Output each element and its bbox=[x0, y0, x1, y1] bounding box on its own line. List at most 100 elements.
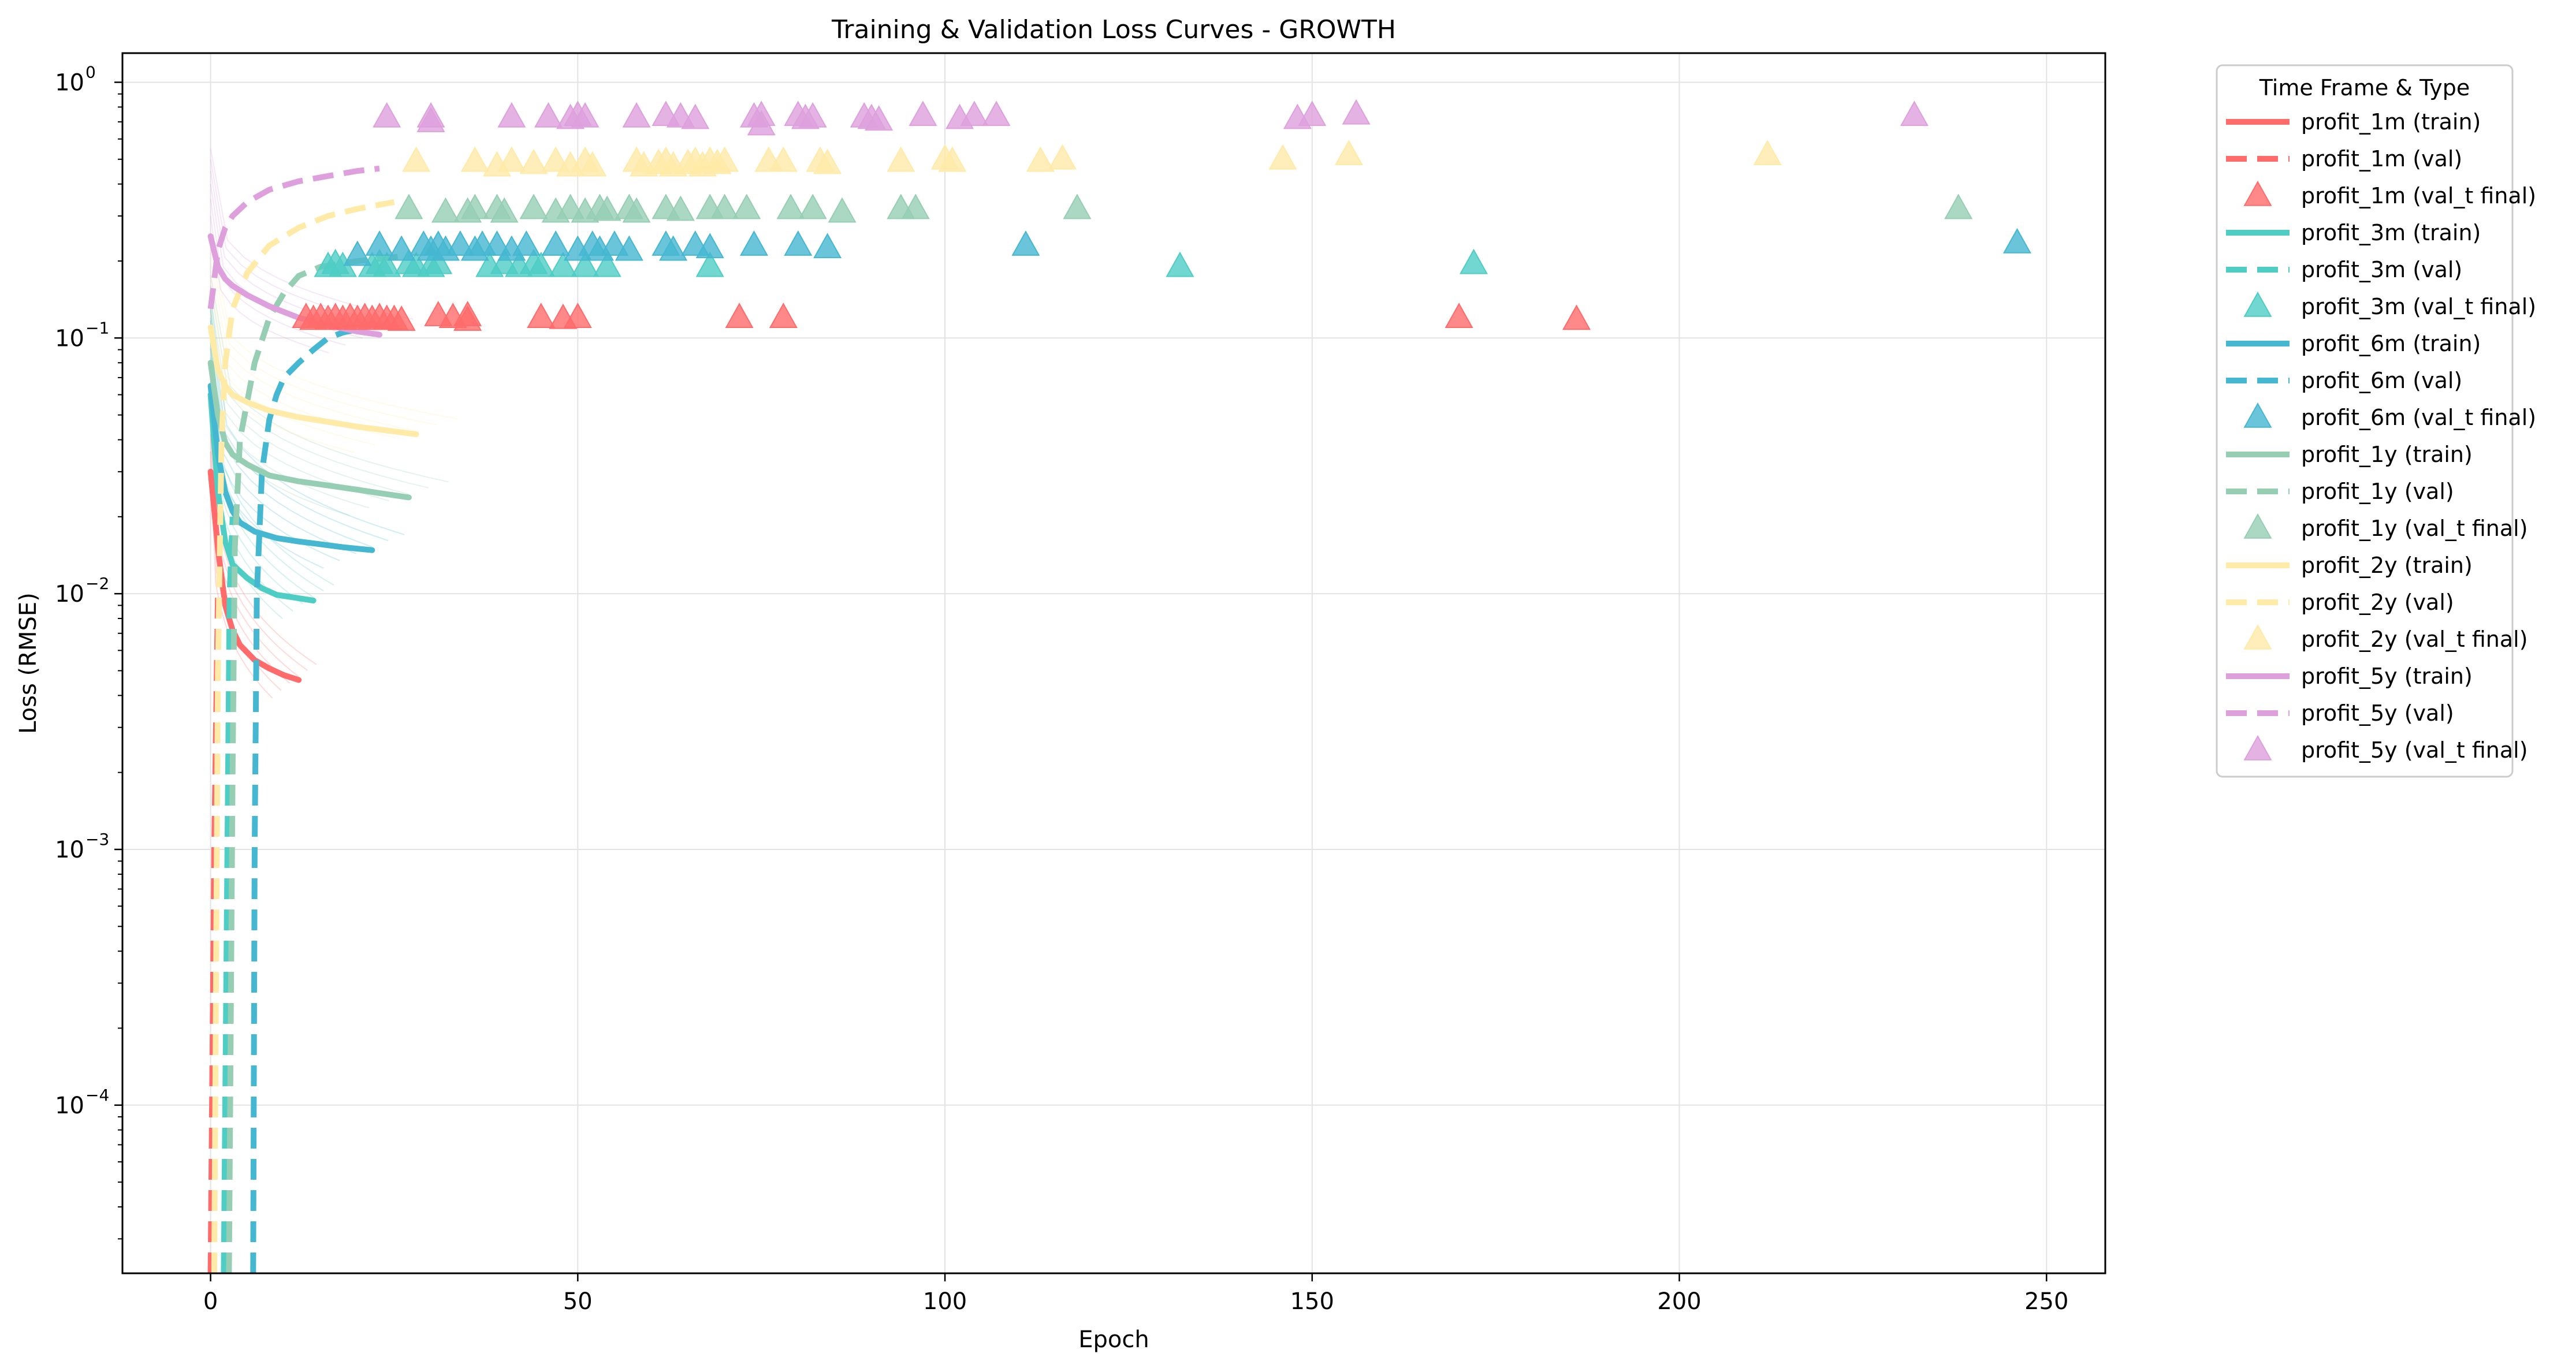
val-final-marker-profit_1m bbox=[527, 303, 556, 329]
trial-trace-profit_2y bbox=[210, 250, 437, 426]
legend-swatch-marker bbox=[2243, 180, 2272, 206]
val-final-marker-profit_6m bbox=[541, 230, 570, 256]
legend: Time Frame & Type profit_1m (train) profit… bbox=[2216, 64, 2536, 778]
val-final-marker-profit_5y bbox=[747, 110, 776, 136]
val-final-marker-profit_6m bbox=[2002, 228, 2031, 254]
legend-entry-label: profit_2y (val) bbox=[2301, 590, 2454, 615]
val-final-marker-profit_3m bbox=[593, 251, 621, 277]
val-final-marker-profit_3m bbox=[549, 251, 578, 277]
val-final-marker-profit_6m bbox=[1011, 230, 1040, 256]
val-final-marker-profit_5y bbox=[1298, 100, 1327, 126]
y-tick-exponent: −1 bbox=[85, 318, 109, 337]
y-tick-exponent: −2 bbox=[85, 574, 109, 593]
val-final-marker-profit_2y bbox=[813, 148, 842, 174]
val-final-marker-profit_5y bbox=[1342, 99, 1371, 125]
val-final-marker-profit_1y bbox=[622, 197, 651, 223]
val-final-marker-profit_5y bbox=[497, 102, 526, 128]
trial-trace-profit_1y bbox=[210, 275, 449, 483]
val-final-marker-profit_1y bbox=[710, 193, 739, 219]
y-tick-label: 10 bbox=[55, 1093, 84, 1119]
val-final-marker-profit_3m bbox=[571, 251, 600, 277]
trial-trace-profit_6m bbox=[210, 348, 340, 561]
legend-entry-label: profit_1y (train) bbox=[2301, 442, 2473, 467]
val-final-marker-profit_6m bbox=[482, 230, 511, 256]
val-final-marker-profit_1y bbox=[460, 193, 489, 219]
val-final-marker-profit_5y bbox=[416, 107, 445, 132]
val-final-marker-profit_1y bbox=[519, 193, 548, 219]
val-final-marker-profit_5y bbox=[909, 100, 937, 126]
legend-entry-label: profit_3m (val_t final) bbox=[2301, 294, 2536, 319]
trial-trace-profit_3m bbox=[210, 307, 334, 586]
val-final-marker-profit_5y bbox=[982, 100, 1011, 126]
val-final-marker-profit_1m bbox=[769, 303, 798, 329]
val-final-marker-profit_2y bbox=[1026, 146, 1055, 172]
legend-entry-label: profit_6m (val_t final) bbox=[2301, 405, 2536, 430]
y-tick-label: 10 bbox=[55, 581, 84, 607]
val-final-marker-profit_2y bbox=[938, 146, 967, 172]
grid bbox=[122, 53, 2105, 1273]
val-line-profit_5y bbox=[207, 165, 380, 310]
val-final-marker-profit_1y bbox=[490, 197, 519, 223]
trial-trace-profit_1m bbox=[210, 384, 317, 665]
legend-entry-label: profit_1m (train) bbox=[2301, 109, 2481, 135]
val-final-marker-profit_2y bbox=[710, 146, 739, 172]
val-final-marker-profit_1m bbox=[563, 303, 592, 329]
val-final-marker-profit_2y bbox=[497, 146, 526, 172]
legend-swatch-marker bbox=[2243, 402, 2272, 428]
val-final-marker-profit_1y bbox=[776, 193, 805, 219]
legend-entry-label: profit_5y (val) bbox=[2301, 700, 2454, 726]
y-axis-label: Loss (RMSE) bbox=[15, 592, 42, 734]
val-final-marker-profit_1y bbox=[593, 195, 621, 221]
chart-title: Training & Validation Loss Curves - GROW… bbox=[831, 15, 1396, 44]
val-final-marker-profit_2y bbox=[1268, 144, 1297, 170]
legend-entry-label: profit_3m (val) bbox=[2301, 257, 2462, 282]
val-final-marker-profit_3m bbox=[1460, 248, 1488, 274]
val-line-profit_2y bbox=[211, 199, 395, 1273]
val-final-marker-profit_2y bbox=[578, 151, 607, 177]
trial-trace-profit_2y bbox=[210, 307, 355, 453]
val-final-marker-profit_6m bbox=[446, 230, 475, 256]
val-final-marker-profit_3m bbox=[527, 251, 556, 277]
trial-trace-profit_3m bbox=[210, 342, 304, 605]
legend-swatch-marker bbox=[2243, 291, 2272, 317]
y-tick-label: 10 bbox=[55, 837, 84, 863]
legend-entry-label: profit_6m (train) bbox=[2301, 331, 2481, 356]
val-final-marker-profit_1y bbox=[828, 197, 857, 223]
val-final-marker-profit_1m bbox=[387, 305, 416, 331]
legend-box bbox=[2216, 64, 2514, 778]
x-axis-label: Epoch bbox=[1078, 1326, 1149, 1353]
val-final-marker-profit_6m bbox=[784, 230, 813, 256]
y-tick-label: 10 bbox=[55, 69, 84, 96]
val-final-marker-profit_5y bbox=[571, 102, 600, 128]
trial-trace-profit_1m bbox=[210, 394, 308, 671]
val-final-marker-profit_6m bbox=[365, 230, 394, 256]
trial-trace-profit_6m bbox=[210, 320, 373, 547]
val-final-marker-profit_6m bbox=[659, 235, 688, 261]
val-final-marker-profit_5y bbox=[798, 102, 827, 128]
val-final-marker-profit_1y bbox=[666, 195, 695, 221]
val-final-marker-profit_2y bbox=[1048, 144, 1077, 170]
val-final-marker-profit_2y bbox=[1753, 140, 1782, 166]
val-final-marker-profit_2y bbox=[460, 146, 489, 172]
legend-swatch-marker bbox=[2243, 513, 2272, 539]
val-final-marker-profit_1y bbox=[732, 193, 761, 219]
val-final-marker-profit_6m bbox=[343, 240, 372, 266]
x-tick-label: 150 bbox=[1290, 1288, 1334, 1315]
y-tick-exponent: 0 bbox=[85, 62, 96, 81]
y-tick-exponent: −3 bbox=[85, 830, 109, 849]
legend-entry-label: profit_1y (val_t final) bbox=[2301, 516, 2528, 541]
x-tick-label: 200 bbox=[1657, 1288, 1701, 1315]
y-tick-exponent: −4 bbox=[85, 1086, 109, 1105]
trial-trace-profit_2y bbox=[210, 262, 416, 432]
legend-entry-label: profit_6m (val) bbox=[2301, 368, 2462, 393]
val-final-marker-profit_6m bbox=[739, 230, 768, 256]
val-final-marker-profit_5y bbox=[681, 103, 710, 129]
val-final-marker-profit_1y bbox=[798, 193, 827, 219]
legend-entry-label: profit_1m (val) bbox=[2301, 146, 2462, 172]
val-final-marker-profit_1m bbox=[1445, 303, 1473, 329]
y-tick-label: 10 bbox=[55, 325, 84, 352]
val-final-marker-profit_3m bbox=[1166, 251, 1194, 277]
